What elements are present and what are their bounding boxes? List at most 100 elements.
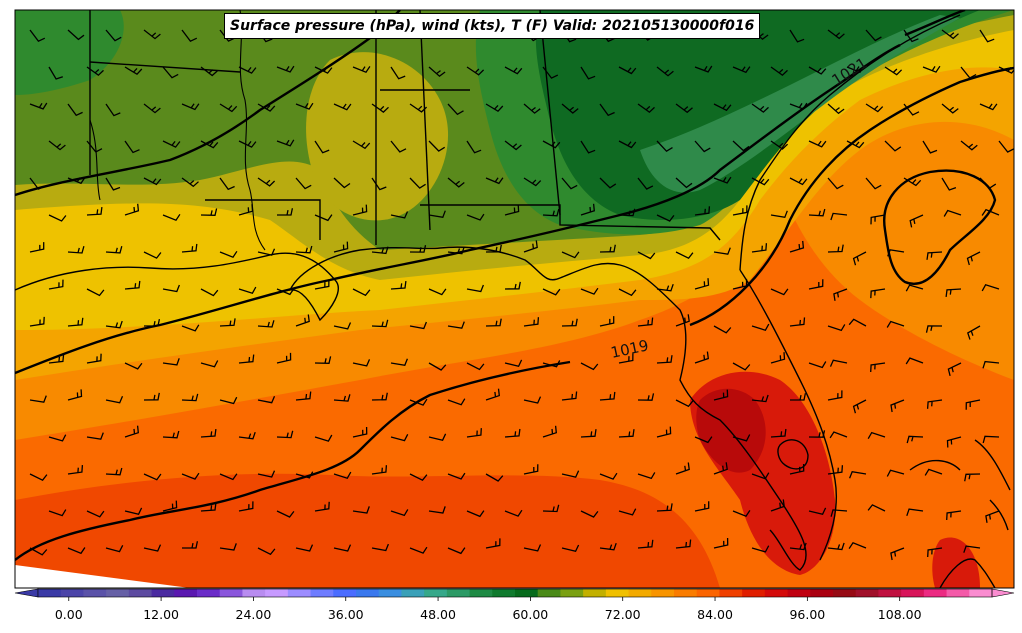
border-ar-la — [205, 199, 321, 240]
wind-barb — [827, 324, 846, 332]
wind-barb — [926, 251, 943, 260]
coastline-gulf — [15, 246, 807, 571]
wind-barb — [371, 319, 389, 328]
wind-barb — [257, 248, 276, 256]
wind-barb — [409, 546, 428, 554]
wind-barb — [599, 542, 617, 551]
wind-barb — [789, 542, 807, 551]
wind-barb — [67, 103, 83, 117]
colorbar-swatch — [265, 589, 289, 597]
wind-barb — [333, 241, 349, 253]
wind-barb — [941, 103, 959, 114]
wind-barb — [276, 510, 295, 518]
wind-barb — [314, 279, 330, 290]
colorbar-tick-label: 48.00 — [420, 607, 456, 622]
wind-barb — [143, 392, 160, 401]
wind-barb — [162, 284, 181, 293]
colorbar-swatch — [583, 589, 607, 597]
wind-barb — [523, 177, 542, 187]
wind-barb — [371, 392, 388, 401]
wind-barb — [48, 434, 67, 442]
colorbar-swatch — [605, 589, 630, 597]
wind-barb — [371, 177, 387, 191]
wind-barb — [618, 429, 635, 438]
wind-barb — [277, 208, 294, 216]
wind-barb — [867, 431, 886, 440]
wind-barb — [982, 435, 1000, 444]
wind-barb — [656, 426, 672, 438]
wind-barb — [181, 29, 198, 43]
wind-barb — [504, 281, 521, 290]
wind-barb — [485, 473, 504, 482]
wind-barb — [656, 214, 675, 222]
wind-barb — [447, 547, 466, 555]
wind-barb — [390, 140, 407, 153]
wind-barb — [946, 436, 962, 448]
colorbar-swatch — [742, 589, 766, 597]
wind-barb — [238, 140, 257, 148]
wind-barb — [694, 278, 710, 290]
wind-barb — [48, 509, 67, 517]
wind-barb — [713, 537, 729, 549]
wind-barb — [238, 286, 257, 294]
colorbar — [14, 588, 1015, 601]
wind-barb — [29, 29, 46, 43]
wind-barb — [751, 177, 770, 186]
wind-barb — [257, 103, 276, 112]
wind-barb — [181, 472, 200, 480]
wind-barb — [830, 212, 848, 221]
wind-barb — [808, 507, 827, 515]
wind-barb — [656, 355, 673, 364]
wind-barb — [599, 103, 615, 117]
wind-barb — [580, 140, 596, 154]
colorbar-swatch — [878, 589, 902, 597]
wind-barb — [542, 66, 559, 79]
wind-barb — [143, 251, 162, 259]
wind-barb — [523, 396, 542, 404]
wind-barb — [390, 66, 406, 80]
colorbar-swatch — [810, 589, 834, 597]
colorbar-max-arrow — [991, 588, 1015, 598]
wind-barb — [886, 469, 905, 477]
colorbar-tick-label: 84.00 — [697, 607, 733, 622]
wind-barb — [428, 210, 446, 219]
colorbar-swatch — [946, 589, 970, 597]
wind-barb — [390, 281, 407, 290]
wind-barb — [238, 501, 254, 512]
wind-barb — [371, 465, 388, 475]
wind-barb — [485, 103, 504, 113]
colorbar-swatch — [628, 589, 652, 597]
wind-barb — [580, 287, 599, 295]
colorbar-tick-label: 60.00 — [512, 607, 549, 622]
wind-barb — [963, 545, 981, 553]
wind-barb — [924, 468, 943, 476]
colorbar-swatch — [696, 589, 720, 597]
wind-barb — [599, 391, 616, 401]
wind-barb — [637, 472, 656, 480]
wind-barb — [827, 29, 845, 40]
wind-barb — [29, 547, 48, 556]
wind-barb — [485, 388, 501, 401]
wind-barb — [561, 103, 579, 114]
wind-barb — [713, 176, 732, 184]
wind-barb — [694, 140, 711, 153]
wind-barb — [428, 362, 447, 371]
wind-barb — [848, 318, 867, 327]
wind-barb — [827, 177, 844, 190]
wind-barb — [67, 547, 86, 555]
wind-barb — [67, 246, 85, 254]
wind-barb — [352, 359, 371, 367]
wind-barb — [257, 177, 276, 187]
colorbar-swatch — [333, 589, 357, 597]
wind-barb — [561, 318, 578, 327]
wind-barb — [865, 29, 882, 42]
wind-barb — [865, 177, 882, 190]
wind-barb — [770, 140, 789, 150]
colorbar-swatch — [83, 589, 107, 597]
wind-barb — [675, 539, 692, 549]
wind-barb — [124, 362, 143, 370]
wind-barb — [926, 399, 943, 409]
wind-barb — [295, 391, 312, 401]
wind-barb — [48, 66, 64, 80]
wind-barb — [827, 103, 845, 115]
